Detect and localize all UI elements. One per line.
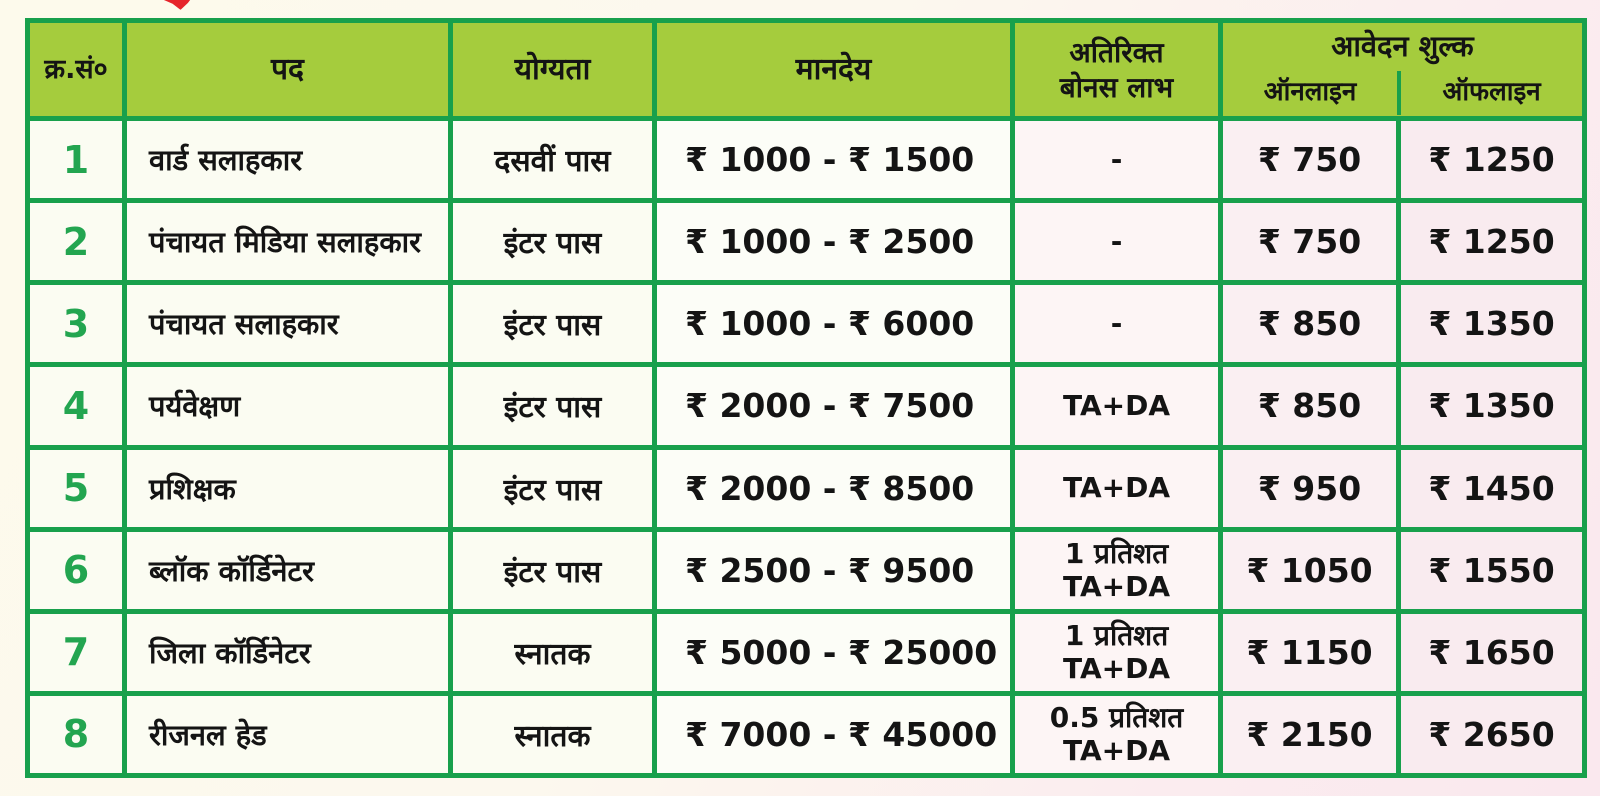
bonus-cell: 0.5 प्रतिशत TA+DA [1010,690,1223,779]
table-row: 4 पर्यवेक्षण इंटर पास ₹ 2000 - ₹ 7500 TA… [25,362,1588,450]
online-fee-cell: ₹ 850 [1218,362,1401,450]
qualification-cell: स्नातक [448,608,657,696]
qualification-cell: स्नातक [448,690,657,779]
table-row: 1 वार्ड सलाहकार दसवीं पास ₹ 1000 - ₹ 150… [25,115,1588,204]
bonus-header-line1: अतिरिक्त [1069,35,1164,69]
online-fee-cell: ₹ 2150 [1218,690,1401,779]
serial-cell: 8 [25,690,127,779]
col-header-honorarium: मानदेय [652,18,1015,121]
col-header-qualification: योग्यता [448,18,657,121]
honorarium-cell: ₹ 7000 - ₹ 45000 [652,690,1015,779]
offline-fee-cell: ₹ 1250 [1395,198,1588,286]
bonus-line1: 1 प्रतिशत [1064,618,1169,652]
offline-fee-cell: ₹ 1350 [1395,280,1588,368]
bonus-line1: 0.5 प्रतिशत [1049,700,1184,734]
bonus-line2: TA+DA [1063,734,1170,768]
bonus-header-line2: बोनस लाभ [1059,70,1174,104]
honorarium-cell: ₹ 2500 - ₹ 9500 [652,526,1015,614]
bonus-cell: - [1010,115,1223,204]
serial-cell: 3 [25,280,127,368]
bonus-cell: TA+DA [1010,444,1223,532]
serial-cell: 2 [25,198,127,286]
col-header-post: पद [122,18,453,121]
online-fee-cell: ₹ 1050 [1218,526,1401,614]
table-row: 7 जिला कॉर्डिनेटर स्नातक ₹ 5000 - ₹ 2500… [25,608,1588,696]
honorarium-cell: ₹ 2000 - ₹ 7500 [652,362,1015,450]
offline-fee-cell: ₹ 1550 [1395,526,1588,614]
header-row: क्र.सं० पद योग्यता मानदेय अतिरिक्त बोनस … [25,18,1588,121]
table-row: 3 पंचायत सलाहकार इंटर पास ₹ 1000 - ₹ 600… [25,280,1588,368]
online-fee-cell: ₹ 1150 [1218,608,1401,696]
table-row: 5 प्रशिक्षक इंटर पास ₹ 2000 - ₹ 8500 TA+… [25,444,1588,532]
offline-fee-cell: ₹ 1350 [1395,362,1588,450]
bonus-cell: TA+DA [1010,362,1223,450]
table-row: 2 पंचायत मिडिया सलाहकार इंटर पास ₹ 1000 … [25,198,1588,286]
honorarium-cell: ₹ 1000 - ₹ 1500 [652,115,1015,204]
table-row: 8 रीजनल हेड स्नातक ₹ 7000 - ₹ 45000 0.5 … [25,690,1588,779]
qualification-cell: दसवीं पास [448,115,657,204]
fee-title: आवेदन शुल्क [1331,29,1474,64]
offline-fee-cell: ₹ 1450 [1395,444,1588,532]
serial-cell: 5 [25,444,127,532]
col-header-bonus: अतिरिक्त बोनस लाभ [1010,18,1223,121]
qualification-cell: इंटर पास [448,280,657,368]
online-fee-cell: ₹ 750 [1218,115,1401,204]
honorarium-cell: ₹ 1000 - ₹ 6000 [652,280,1015,368]
bonus-line1: TA+DA [1063,471,1170,505]
qualification-cell: इंटर पास [448,362,657,450]
bonus-cell: - [1010,198,1223,286]
post-cell: पंचायत मिडिया सलाहकार [122,198,453,286]
col-header-online: ऑनलाइन [1263,77,1357,108]
qualification-cell: इंटर पास [448,526,657,614]
bonus-line1: 1 प्रतिशत [1064,536,1169,570]
post-cell: पंचायत सलाहकार [122,280,453,368]
red-arrow-tip-icon [162,0,195,12]
bonus-line1: - [1110,307,1123,341]
col-header-offline: ऑफलाइन [1442,77,1541,108]
serial-cell: 6 [25,526,127,614]
serial-cell: 1 [25,115,127,204]
bonus-line2: TA+DA [1063,570,1170,604]
col-header-application-fee: आवेदन शुल्क ऑनलाइन ऑफलाइन [1217,18,1588,121]
bonus-line2: TA+DA [1063,652,1170,686]
online-fee-cell: ₹ 850 [1218,280,1401,368]
bonus-line1: TA+DA [1063,389,1170,423]
qualification-cell: इंटर पास [448,198,657,286]
post-cell: वार्ड सलाहकार [122,115,453,204]
bonus-line1: - [1110,142,1123,176]
post-cell: पर्यवेक्षण [122,362,453,450]
post-cell: जिला कॉर्डिनेटर [122,608,453,696]
offline-fee-cell: ₹ 1650 [1395,608,1588,696]
honorarium-cell: ₹ 5000 - ₹ 25000 [652,608,1015,696]
serial-cell: 4 [25,362,127,450]
bonus-line1: - [1110,224,1123,258]
serial-cell: 7 [25,608,127,696]
honorarium-cell: ₹ 1000 - ₹ 2500 [652,198,1015,286]
online-fee-cell: ₹ 950 [1218,444,1401,532]
post-cell: प्रशिक्षक [122,444,453,532]
col-header-serial: क्र.सं० [25,18,127,121]
table-row: 6 ब्लॉक कॉर्डिनेटर इंटर पास ₹ 2500 - ₹ 9… [25,526,1588,614]
honorarium-cell: ₹ 2000 - ₹ 8500 [652,444,1015,532]
bonus-cell: - [1010,280,1223,368]
post-cell: ब्लॉक कॉर्डिनेटर [122,526,453,614]
offline-fee-cell: ₹ 1250 [1395,115,1588,204]
online-fee-cell: ₹ 750 [1218,198,1401,286]
fee-column-divider [1397,70,1402,115]
post-cell: रीजनल हेड [122,690,453,779]
bonus-cell: 1 प्रतिशत TA+DA [1010,608,1223,696]
recruitment-table: क्र.सं० पद योग्यता मानदेय अतिरिक्त बोनस … [25,18,1588,779]
bonus-cell: 1 प्रतिशत TA+DA [1010,526,1223,614]
fee-subheader: ऑनलाइन ऑफलाइन [1223,65,1582,115]
offline-fee-cell: ₹ 2650 [1395,690,1588,779]
qualification-cell: इंटर पास [448,444,657,532]
